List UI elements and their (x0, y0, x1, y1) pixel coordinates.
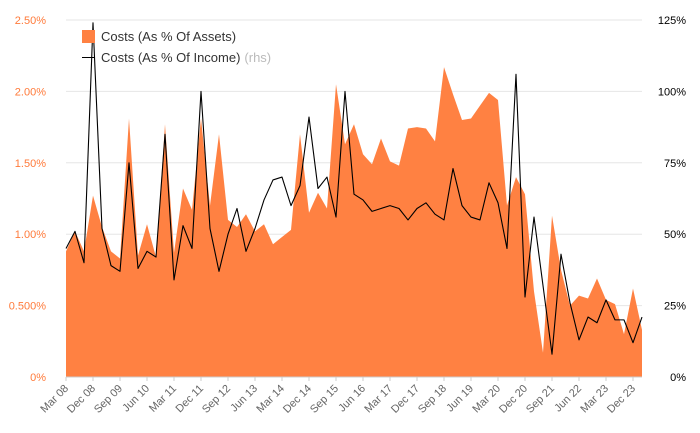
x-tick-label: Jun 22 (552, 383, 584, 415)
right-tick-label: 75% (664, 158, 686, 170)
income-line-series (65, 22, 643, 355)
assets-area (66, 67, 642, 378)
left-tick-label: 0.500% (9, 301, 47, 313)
x-tick-label: Sep 09 (92, 383, 125, 416)
left-tick-label: 2.00% (15, 86, 46, 98)
left-tick-label: 2.50% (15, 15, 46, 27)
assets-area-series (66, 67, 642, 378)
x-tick-label: Jun 19 (444, 383, 476, 415)
right-tick-label: 125% (658, 15, 686, 27)
x-tick-label: Mar 11 (147, 383, 179, 415)
x-tick-label: Jun 16 (336, 383, 368, 415)
legend-swatch-assets (82, 30, 95, 43)
x-tick-label: Dec 11 (174, 383, 207, 416)
x-tick-label: Dec 17 (389, 383, 422, 416)
legend-swatch-income (82, 57, 95, 58)
right-tick-label: 50% (664, 229, 686, 241)
legend-label-assets: Costs (As % Of Assets) (101, 29, 237, 44)
x-tick-label: Sep 21 (524, 383, 557, 416)
x-tick-label: Jun 13 (228, 383, 260, 415)
right-tick-label: 100% (658, 86, 686, 98)
legend: Costs (As % Of Assets) Costs (As % Of In… (82, 26, 271, 68)
x-tick-label: Sep 18 (416, 383, 449, 416)
x-tick-label: Mar 17 (362, 383, 395, 416)
x-tick-label: Mar 14 (254, 383, 287, 416)
x-tick-label: Sep 12 (200, 383, 233, 416)
legend-item-income[interactable]: Costs (As % Of Income) (rhs) (82, 47, 271, 68)
x-tick-label: Jun 10 (120, 383, 152, 415)
income-line (65, 22, 643, 355)
legend-rhs-tag: (rhs) (244, 50, 272, 65)
x-tick-label: Dec 14 (281, 383, 314, 416)
x-tick-label: Mar 23 (578, 383, 611, 416)
x-tick-label: Dec 23 (605, 383, 638, 416)
left-tick-label: 1.00% (15, 229, 46, 241)
left-tick-label: 1.50% (15, 158, 46, 170)
x-tick-label: Dec 08 (65, 383, 98, 416)
x-tick-label: Sep 15 (308, 383, 341, 416)
right-tick-label: 25% (664, 301, 686, 313)
left-y-axis: 0% 0.500% 1.00% 1.50% 2.00% 2.50% (9, 15, 47, 384)
x-tick-label: Dec 20 (497, 383, 530, 416)
x-tick-label: Mar 08 (38, 383, 71, 416)
right-y-axis: 0% 25% 50% 75% 100% 125% (658, 15, 686, 384)
right-tick-label: 0% (670, 372, 686, 384)
legend-item-assets[interactable]: Costs (As % Of Assets) (82, 26, 271, 47)
x-tick-label: Mar 20 (470, 383, 503, 416)
left-tick-label: 0% (30, 372, 46, 384)
legend-label-income: Costs (As % Of Income) (101, 50, 241, 65)
